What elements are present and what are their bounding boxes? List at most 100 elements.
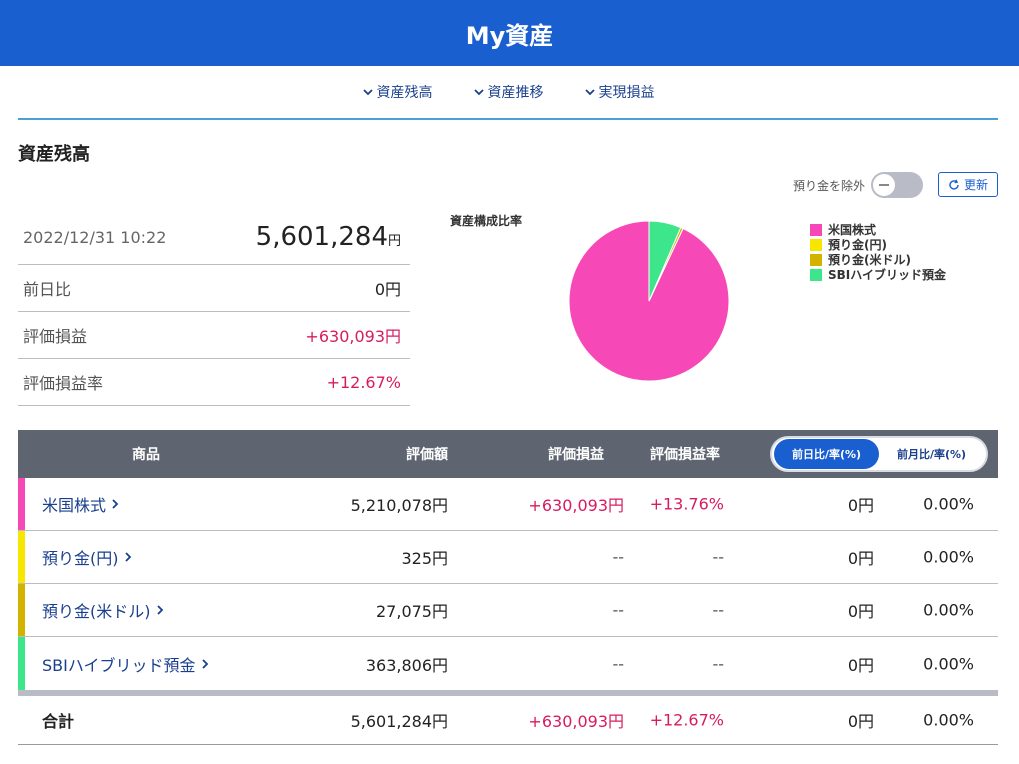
table-header: 商品 評価額 評価損益 評価損益率 前日比/率(%) 前月比/率(%): [18, 430, 998, 478]
total-value-unit: 円: [387, 234, 401, 249]
legend-swatch: [810, 268, 822, 281]
row-day-rate: 0.00%: [923, 547, 974, 567]
chevron-right-icon: [124, 552, 131, 562]
row-day-change: 0円: [847, 549, 874, 568]
row-name: 預り金(円): [42, 549, 119, 568]
summary-value: +12.67%: [326, 372, 401, 392]
nav-item-label: 資産推移: [487, 85, 544, 101]
nav-item-balance[interactable]: 資産残高: [362, 82, 433, 102]
summary-label: 評価損益: [23, 327, 88, 346]
header-pl-rate: 評価損益率: [650, 447, 720, 463]
toggle-day-button[interactable]: 前日比/率(%): [774, 439, 879, 469]
asset-pie-chart: [568, 220, 730, 382]
legend-label: 米国株式: [828, 223, 877, 237]
row-pl: --: [612, 654, 624, 673]
chevron-down-icon: [362, 89, 373, 96]
row-color-bar: [18, 637, 25, 690]
row-amount: 5,210,078円: [350, 496, 448, 515]
chart-title: 資産構成比率: [450, 214, 523, 228]
row-day-rate: 0.00%: [923, 494, 974, 514]
row-name: SBIハイブリッド預金: [42, 655, 196, 675]
summary-label: 前日比: [23, 280, 72, 299]
legend-label: SBIハイブリッド預金: [828, 268, 947, 282]
chart-legend: 米国株式 預り金(円) 預り金(米ドル) SBIハイブリッド預金: [810, 222, 946, 282]
chevron-right-icon: [112, 499, 119, 509]
summary-panel: 2022/12/31 10:22 5,601,284円 前日比 0円 評価損益 …: [18, 210, 410, 406]
summary-row: 評価損益率 +12.67%: [18, 359, 410, 406]
toggle-knob: [873, 174, 896, 196]
total-value-number: 5,601,284: [255, 222, 388, 252]
pie-slice-3: [648, 220, 682, 302]
legend-label: 預り金(円): [828, 238, 887, 252]
legend-swatch: [810, 238, 822, 251]
legend-item: 預り金(米ドル): [810, 252, 946, 267]
summary-label: 評価損益率: [23, 374, 104, 393]
section-title: 資産残高: [18, 144, 90, 165]
table-row: 米国株式 5,210,078円 +630,093円 +13.76% 0円 0.0…: [18, 478, 998, 531]
row-day-rate: 0.00%: [923, 654, 974, 673]
nav-item-realized[interactable]: 実現損益: [584, 82, 655, 102]
row-pl: +630,093円: [528, 496, 624, 515]
summary-value: +630,093円: [305, 327, 401, 346]
minus-icon: [879, 184, 890, 186]
row-name: 預り金(米ドル): [42, 602, 151, 621]
exclude-deposit-control: 預り金を除外: [793, 172, 924, 198]
row-name: 米国株式: [42, 496, 107, 515]
row-pl-rate: --: [712, 547, 724, 567]
total-day-change: 0円: [847, 712, 874, 731]
summary-value: 0円: [374, 280, 401, 299]
nav-item-label: 実現損益: [598, 85, 655, 101]
app-header: My資産: [0, 0, 1019, 66]
legend-item: 預り金(円): [810, 237, 946, 252]
row-day-change: 0円: [847, 496, 874, 515]
summary-row: 前日比 0円: [18, 265, 410, 312]
row-name-link[interactable]: 米国株式: [42, 492, 120, 516]
total-day-rate: 0.00%: [923, 710, 974, 730]
chevron-right-icon: [156, 605, 163, 615]
row-pl: --: [612, 547, 624, 567]
refresh-label: 更新: [963, 178, 988, 192]
total-label: 合計: [42, 712, 75, 731]
total-value: 5,601,284円: [256, 222, 401, 252]
row-color-bar: [18, 531, 25, 583]
row-amount: 363,806円: [365, 655, 448, 675]
comparison-toggle: 前日比/率(%) 前月比/率(%): [770, 436, 988, 472]
exclude-deposit-label: 預り金を除外: [793, 178, 866, 193]
holdings-table: 商品 評価額 評価損益 評価損益率 前日比/率(%) 前月比/率(%) 米国株式…: [18, 430, 998, 745]
toggle-month-button[interactable]: 前月比/率(%): [879, 439, 984, 469]
row-day-rate: 0.00%: [923, 600, 974, 620]
page-title: My資産: [465, 21, 554, 50]
table-row: 預り金(米ドル) 27,075円 -- -- 0円 0.00%: [18, 584, 998, 637]
legend-item: 米国株式: [810, 222, 946, 237]
legend-swatch: [810, 253, 822, 266]
refresh-button[interactable]: 更新: [938, 172, 998, 197]
summary-row: 評価損益 +630,093円: [18, 312, 410, 359]
row-amount: 27,075円: [376, 602, 448, 621]
nav-item-label: 資産残高: [376, 85, 433, 101]
table-row: SBIハイブリッド預金 363,806円 -- -- 0円 0.00%: [18, 637, 998, 690]
row-day-change: 0円: [847, 655, 874, 675]
legend-item: SBIハイブリッド預金: [810, 267, 946, 282]
section-nav: 資産残高 資産推移 実現損益: [18, 66, 998, 120]
header-pl: 評価損益: [548, 447, 604, 463]
exclude-deposit-toggle[interactable]: [871, 172, 924, 198]
table-row: 預り金(円) 325円 -- -- 0円 0.00%: [18, 531, 998, 584]
table-divider: [18, 690, 998, 696]
row-name-link[interactable]: 預り金(円): [42, 545, 133, 569]
row-pl-rate: --: [712, 600, 724, 620]
row-name-link[interactable]: SBIハイブリッド預金: [42, 652, 210, 676]
refresh-icon: [949, 179, 959, 190]
header-amount: 評価額: [406, 447, 448, 463]
nav-item-history[interactable]: 資産推移: [473, 82, 544, 102]
legend-label: 預り金(米ドル): [828, 253, 911, 267]
total-pl-rate: +12.67%: [649, 710, 724, 730]
row-color-bar: [18, 584, 25, 636]
row-color-bar: [18, 478, 25, 530]
row-day-change: 0円: [847, 602, 874, 621]
row-pl-rate: --: [712, 654, 724, 673]
row-pl: --: [612, 600, 624, 620]
row-name-link[interactable]: 預り金(米ドル): [42, 598, 165, 622]
legend-swatch: [810, 223, 822, 236]
table-total-row: 合計 5,601,284円 +630,093円 +12.67% 0円 0.00%: [18, 696, 998, 745]
summary-total-row: 2022/12/31 10:22 5,601,284円: [18, 210, 410, 265]
